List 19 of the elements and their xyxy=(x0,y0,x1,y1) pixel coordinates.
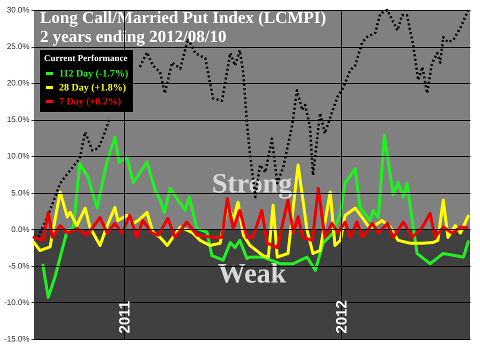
legend-label: 28 Day (+1.8%) xyxy=(59,82,126,94)
x-tick-label: 2012 xyxy=(333,300,350,334)
legend-title: Current Performance xyxy=(44,53,128,63)
legend-label: 7 Day (+0.2%) xyxy=(59,96,122,108)
band-label: Weak xyxy=(218,258,287,290)
y-tick-label: 20.0% xyxy=(6,78,30,88)
y-tick-label: 5.0% xyxy=(11,188,30,198)
line-series xyxy=(41,134,470,299)
band-label: Strong xyxy=(212,168,292,200)
legend-label: 112 Day (-1.7%) xyxy=(59,68,128,80)
y-tick-label: -5.0% xyxy=(8,261,30,270)
x-tick-label: 2011 xyxy=(116,300,134,334)
y-tick-label: -15.0% xyxy=(4,334,30,344)
y-tick-label: 30.0% xyxy=(6,6,30,14)
y-tick-label: -10.0% xyxy=(4,298,30,307)
y-tick-label: 10.0% xyxy=(6,152,30,161)
y-tick-label: 25.0% xyxy=(6,42,30,52)
y-tick-label: 15.0% xyxy=(6,115,30,124)
y-tick-label: 0.0% xyxy=(11,224,30,234)
